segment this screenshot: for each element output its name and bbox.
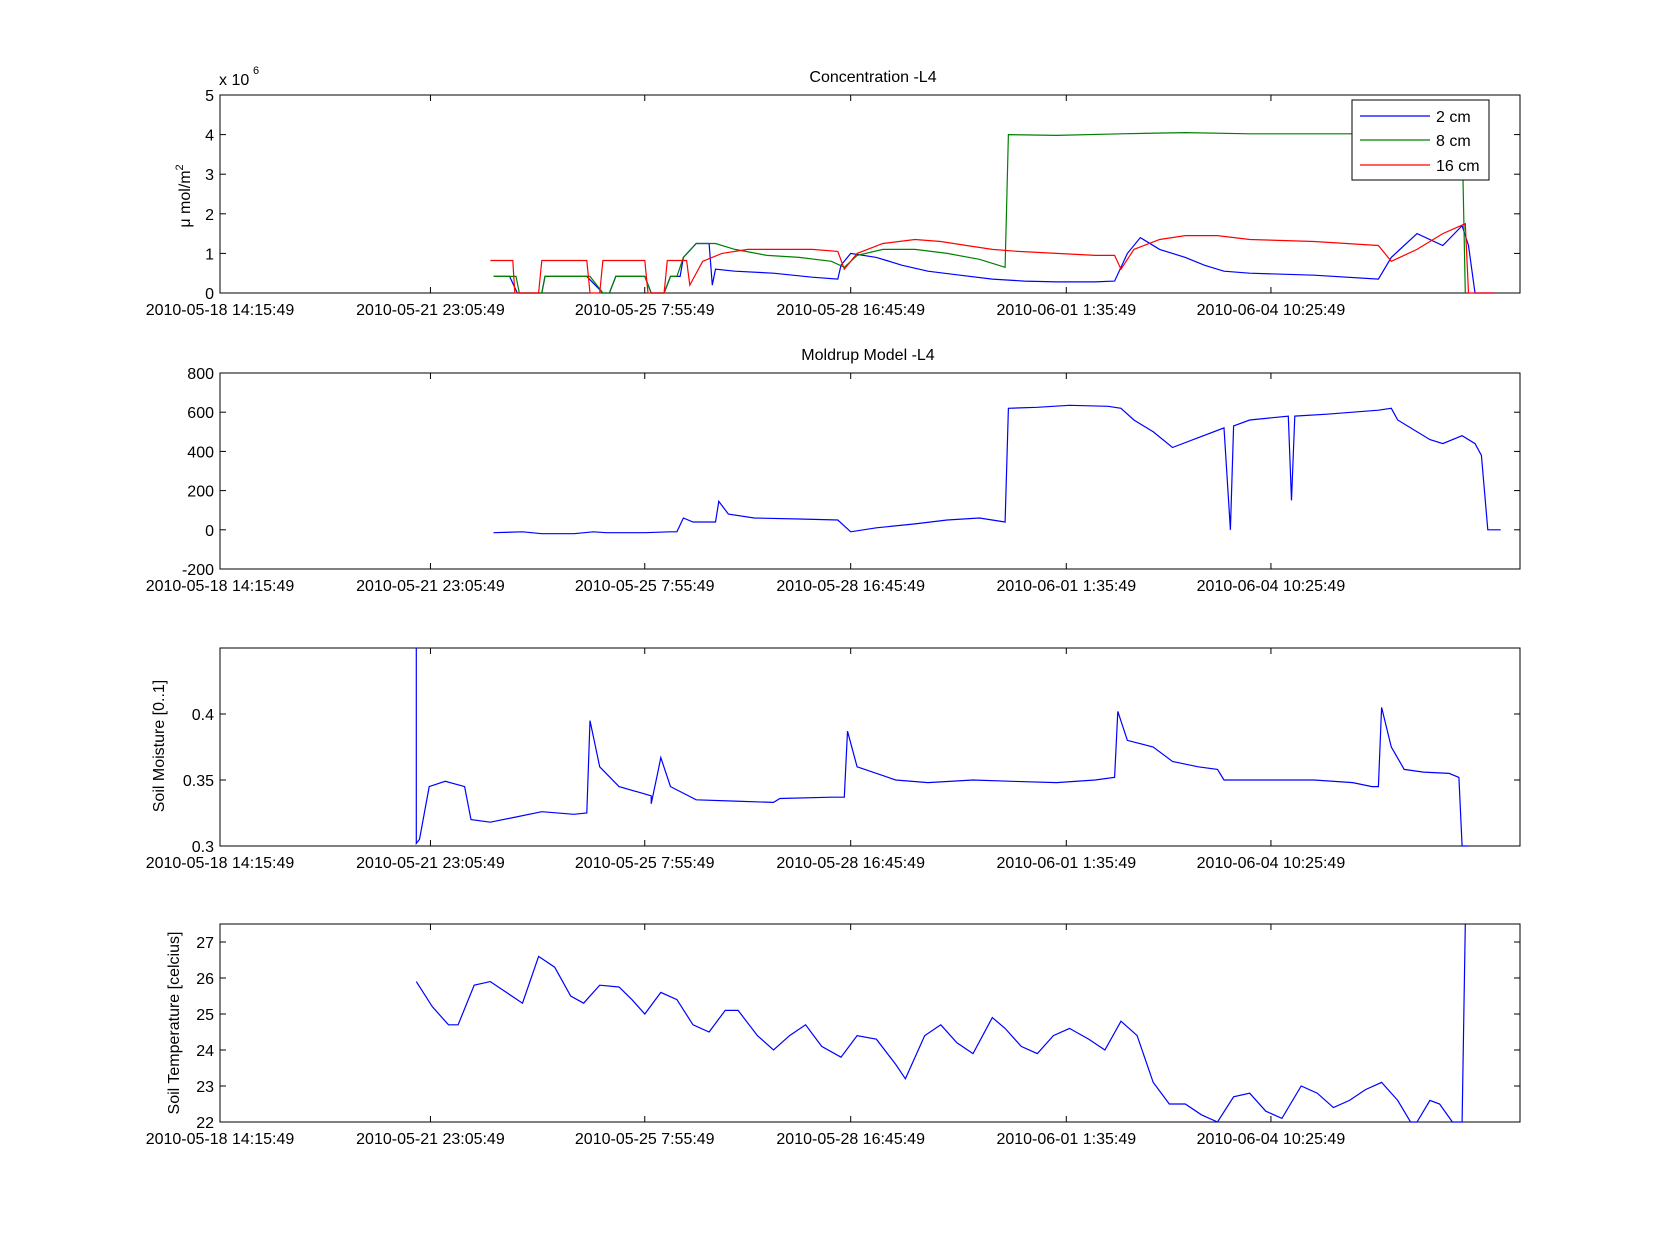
moldrup-ytick-label: 600	[187, 405, 214, 422]
concentration-xtick-label: 2010-05-28 16:45:49	[776, 302, 925, 319]
concentration-yticks: 0 1 2 3 4 5	[205, 88, 1520, 303]
concentration-series-line-0	[493, 224, 1495, 294]
concentration-series-line-2	[490, 222, 1495, 294]
temperature-ylabel: Soil Temperature [celcius]	[166, 932, 183, 1115]
concentration-ylabel: μ mol/m2	[174, 164, 194, 227]
moisture-xtick-label: 2010-06-01 1:35:49	[996, 855, 1136, 872]
moisture-axes	[219, 647, 1521, 847]
temperature-xtick-label: 2010-06-01 1:35:49	[996, 1131, 1136, 1148]
concentration-ytick-label: 0	[205, 286, 214, 303]
concentration-title: Concentration -L4	[809, 69, 936, 86]
temperature-ytick-label: 27	[196, 935, 214, 952]
temperature-ytick-label: 25	[196, 1007, 214, 1024]
moldrup-xticks: 2010-05-18 14:15:49 2010-05-21 23:05:49 20…	[146, 373, 1346, 595]
concentration-ytick-label: 2	[205, 207, 214, 224]
concentration-ytick-label: 3	[205, 167, 214, 184]
concentration-ylabel-main: μ mol/m	[177, 170, 194, 227]
moldrup-yticks: -200 0 200 400 600 800	[182, 366, 1520, 579]
temperature-ytick-label: 22	[196, 1115, 214, 1132]
moisture-series-line-0	[415, 648, 1469, 847]
moisture-xtick-label: 2010-06-04 10:25:49	[1197, 855, 1346, 872]
moldrup-ytick-label: 400	[187, 444, 214, 461]
moldrup-series	[493, 404, 1501, 535]
moisture-panel: Soil Moisture [0..1] 0.3 0.35 0.4 2010-05-…	[146, 647, 1521, 872]
moldrup-xtick-label: 2010-05-21 23:05:49	[356, 578, 505, 595]
legend-label-2cm: 2 cm	[1436, 109, 1471, 126]
concentration-xtick-label: 2010-05-25 7:55:49	[575, 302, 715, 319]
moldrup-series-line-0	[493, 404, 1501, 535]
moldrup-xtick-label: 2010-05-28 16:45:49	[776, 578, 925, 595]
temperature-panel: Soil Temperature [celcius] 222324252627 …	[146, 923, 1521, 1148]
moldrup-ytick-label: 0	[205, 523, 214, 540]
temperature-ytick-label: 24	[196, 1043, 214, 1060]
concentration-ytick-label: 4	[205, 128, 214, 145]
moldrup-ytick-label: 800	[187, 366, 214, 383]
svg-text:μ mol/m2: μ mol/m2	[174, 164, 194, 227]
concentration-ytick-label: 1	[205, 246, 214, 263]
moldrup-title: Moldrup Model -L4	[801, 347, 935, 364]
concentration-ytick-label: 5	[205, 88, 214, 105]
concentration-axes	[219, 94, 1521, 294]
temperature-axes	[219, 923, 1521, 1123]
concentration-ylabel-sup: 2	[174, 164, 186, 170]
concentration-panel: Concentration -L4 x 10 6 μ mol/m2 012345…	[146, 65, 1521, 319]
moisture-xtick-label: 2010-05-28 16:45:49	[776, 855, 925, 872]
concentration-xtick-label: 2010-05-21 23:05:49	[356, 302, 505, 319]
concentration-series-line-1	[493, 131, 1466, 294]
concentration-xtick-label: 2010-05-18 14:15:49	[146, 302, 295, 319]
temperature-xtick-label: 2010-05-25 7:55:49	[575, 1131, 715, 1148]
moisture-xtick-label: 2010-05-21 23:05:49	[356, 855, 505, 872]
temperature-series-line-0	[415, 923, 1466, 1123]
moldrup-xtick-label: 2010-06-04 10:25:49	[1197, 578, 1346, 595]
temperature-xtick-label: 2010-05-18 14:15:49	[146, 1131, 295, 1148]
temperature-ytick-label: 26	[196, 971, 214, 988]
legend-label-16cm: 16 cm	[1436, 158, 1480, 175]
moldrup-panel: Moldrup Model -L4 -200 0 200 400 600 800 2010…	[146, 347, 1521, 595]
temperature-xticks: 2010-05-18 14:15:49 2010-05-21 23:05:49 20…	[146, 924, 1346, 1148]
temperature-ytick-label: 23	[196, 1079, 214, 1096]
moldrup-axes	[219, 372, 1521, 570]
moisture-ytick-label: 0.4	[192, 707, 214, 724]
concentration-xtick-label: 2010-06-01 1:35:49	[996, 302, 1136, 319]
moldrup-ytick-label: -200	[182, 562, 214, 579]
concentration-exponent: x 10 6	[219, 65, 259, 89]
temperature-xtick-label: 2010-05-28 16:45:49	[776, 1131, 925, 1148]
temperature-xtick-label: 2010-05-21 23:05:49	[356, 1131, 505, 1148]
moisture-yticks: 0.3 0.35 0.4	[183, 707, 1520, 856]
concentration-exponent-power: 6	[253, 65, 259, 77]
temperature-yticks: 22 23 24 25 26 27	[196, 935, 1520, 1132]
moldrup-ytick-label: 200	[187, 484, 214, 501]
concentration-series	[490, 131, 1495, 294]
concentration-xticks: 2010-05-18 14:15:49 2010-05-21 23:05:49 20…	[146, 95, 1346, 319]
temperature-xtick-label: 2010-06-04 10:25:49	[1197, 1131, 1346, 1148]
moisture-xtick-label: 2010-05-25 7:55:49	[575, 855, 715, 872]
concentration-exponent-base: x 10	[219, 72, 249, 89]
moisture-ytick-label: 0.35	[183, 773, 214, 790]
legend-label-8cm: 8 cm	[1436, 133, 1471, 150]
temperature-series	[415, 923, 1466, 1123]
moisture-ytick-label: 0.3	[192, 839, 214, 856]
moisture-series	[415, 648, 1469, 847]
moisture-ylabel: Soil Moisture [0..1]	[151, 680, 168, 813]
concentration-xtick-label: 2010-06-04 10:25:49	[1197, 302, 1346, 319]
moisture-xtick-label: 2010-05-18 14:15:49	[146, 855, 295, 872]
moldrup-xtick-label: 2010-05-18 14:15:49	[146, 578, 295, 595]
moisture-xticks: 2010-05-18 14:15:49 2010-05-21 23:05:49 20…	[146, 648, 1346, 872]
moldrup-xtick-label: 2010-06-01 1:35:49	[996, 578, 1136, 595]
concentration-legend: 2 cm 8 cm 16 cm	[1351, 99, 1490, 181]
moldrup-xtick-label: 2010-05-25 7:55:49	[575, 578, 715, 595]
